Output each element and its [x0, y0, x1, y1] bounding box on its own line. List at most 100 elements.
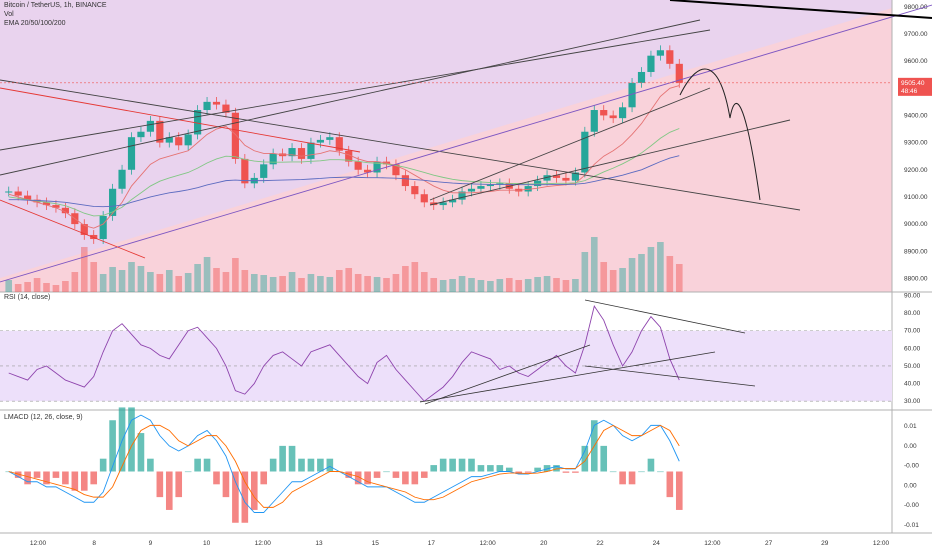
volume-bar — [468, 278, 475, 292]
volume-bar — [260, 275, 268, 292]
candle-body — [486, 184, 494, 187]
macd-histogram-bar — [156, 471, 164, 498]
volume-bar — [638, 254, 645, 292]
volume-bar — [80, 247, 88, 292]
macd-histogram-bar — [213, 471, 220, 485]
candle-body — [231, 112, 239, 159]
macd-tick-label: 0.01 — [904, 423, 917, 430]
ema-legend[interactable]: EMA 20/50/100/200 — [4, 20, 66, 27]
volume-bar — [194, 264, 201, 292]
volume-bar — [515, 280, 523, 292]
candle-body — [5, 191, 13, 193]
rsi-legend[interactable]: RSI (14, close) — [4, 294, 51, 301]
volume-bar — [581, 252, 589, 292]
candle-body — [241, 158, 249, 184]
volume-bar — [609, 270, 617, 292]
macd-histogram-bar — [345, 471, 353, 478]
macd-histogram-bar — [543, 465, 551, 472]
macd-histogram-bar — [43, 471, 50, 485]
volume-bar — [326, 277, 334, 292]
candle-body — [80, 224, 88, 235]
candle-body — [364, 169, 372, 173]
macd-histogram-bar — [572, 471, 579, 473]
rsi-tick-label: 70.00 — [904, 328, 921, 335]
macd-histogram-bar — [80, 471, 88, 491]
macd-histogram-bar — [657, 471, 664, 473]
volume-bar — [317, 276, 324, 292]
macd-tick-label: -0.00 — [904, 502, 919, 509]
macd-tick-label: -0.00 — [904, 463, 919, 470]
trendline — [669, 0, 932, 19]
macd-histogram-bar — [562, 471, 570, 473]
rsi-tick-label: 80.00 — [904, 310, 921, 317]
volume-bar — [383, 278, 390, 292]
volume-bar — [675, 264, 683, 292]
candle-body — [619, 107, 627, 119]
macd-legend[interactable]: LMACD (12, 26, close, 9) — [4, 414, 83, 421]
volume-bar — [213, 268, 220, 292]
rsi-trendline — [584, 299, 746, 334]
macd-histogram-bar — [647, 458, 655, 472]
volume-bar — [203, 257, 211, 292]
macd-histogram-bar — [175, 471, 183, 498]
volume-bar — [354, 274, 362, 292]
volume-bar — [364, 276, 371, 292]
time-tick-label: 24 — [653, 540, 661, 547]
price-badge-countdown: 48:46 — [901, 88, 918, 95]
candle-body — [194, 110, 202, 135]
macd-histogram-bar — [317, 458, 324, 472]
price-tick-label: 9800.00 — [904, 4, 928, 11]
time-tick-label: 12:00 — [479, 540, 496, 547]
time-tick-label: 12:00 — [255, 540, 272, 547]
macd-histogram-bar — [449, 458, 456, 472]
candle-body — [127, 137, 136, 170]
candle-body — [184, 134, 192, 146]
macd-histogram-bar — [288, 445, 296, 472]
trendline — [429, 119, 791, 206]
candle-body — [269, 153, 277, 165]
macd-histogram-bar — [62, 471, 69, 485]
volume-bar — [600, 262, 608, 292]
candle-body — [524, 186, 532, 192]
rsi-tick-label: 90.00 — [904, 293, 921, 300]
macd-histogram-bar — [241, 471, 249, 523]
volume-bar — [430, 278, 438, 292]
macd-histogram-bar — [675, 471, 683, 510]
macd-histogram-bar — [581, 445, 589, 472]
volume-bar — [619, 268, 626, 292]
volume-bar — [156, 274, 164, 292]
macd-histogram-bar — [402, 471, 409, 485]
candle-body — [61, 207, 69, 214]
volume-bar — [288, 272, 296, 292]
volume-bar — [562, 280, 570, 292]
macd-histogram-bar — [383, 471, 390, 473]
candle-body — [146, 120, 154, 132]
price-tick-label: 9000.00 — [904, 221, 928, 228]
macd-histogram-bar — [619, 471, 626, 485]
time-tick-label: 29 — [821, 540, 829, 547]
price-tick-label: 9400.00 — [904, 112, 928, 119]
time-tick-label: 13 — [315, 540, 323, 547]
volume-bar — [572, 279, 579, 292]
candle-body — [212, 101, 221, 105]
candle-body — [467, 188, 476, 192]
ema-50-line — [8, 128, 680, 217]
macd-histogram-bar — [194, 458, 201, 472]
volume-bar — [657, 242, 664, 292]
macd-histogram-bar — [487, 465, 494, 472]
volume-bar — [496, 279, 504, 292]
symbol-title[interactable]: Bitcoin / TetherUS, 1h, BINANCE — [4, 2, 107, 9]
volume-bar — [71, 272, 79, 292]
volume-bar — [647, 247, 655, 292]
volume-bar — [137, 266, 145, 292]
macd-histogram-bar — [364, 471, 371, 485]
candle-body — [90, 234, 98, 240]
volume-bar — [269, 277, 277, 292]
volume-bar — [524, 279, 532, 292]
volume-bar — [505, 278, 513, 292]
candle-body — [590, 110, 598, 132]
macd-line — [8, 414, 680, 513]
volume-legend[interactable]: Vol — [4, 11, 14, 18]
